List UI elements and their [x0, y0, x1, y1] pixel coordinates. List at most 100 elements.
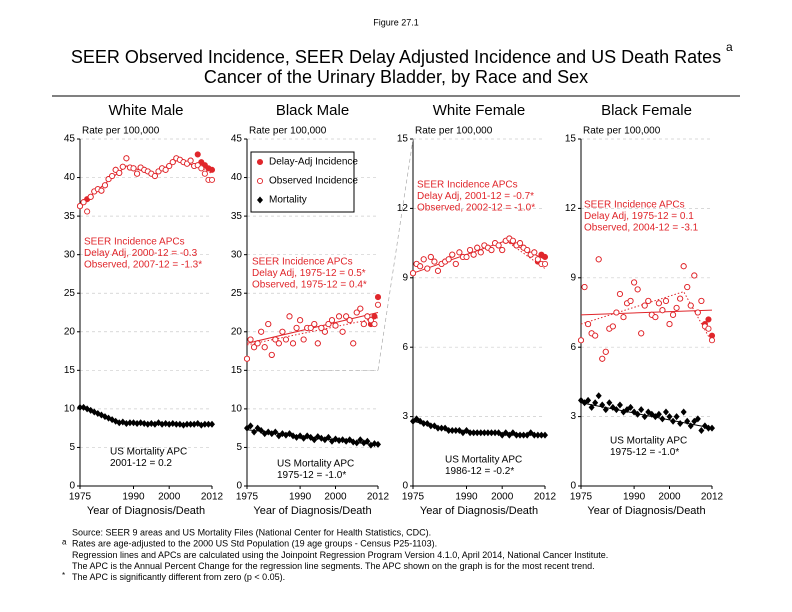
- data-point: [634, 410, 641, 418]
- incidence-apc-note: SEER Incidence APCs: [417, 180, 518, 191]
- data-point: [631, 279, 638, 286]
- data-point: [662, 408, 669, 416]
- y-tick-label: 25: [231, 288, 243, 299]
- data-point: [187, 157, 194, 164]
- data-point: [445, 426, 452, 434]
- data-point: [684, 284, 691, 291]
- data-point: [258, 328, 265, 335]
- data-point: [409, 270, 417, 277]
- data-point: [488, 429, 495, 437]
- y-tick-label: 30: [231, 249, 243, 260]
- data-point: [666, 413, 673, 421]
- x-tick-label: 1975: [402, 492, 425, 503]
- y-axis-label: Rate per 100,000: [415, 126, 493, 137]
- data-point: [87, 193, 94, 200]
- y-tick-label: 9: [570, 272, 576, 283]
- y-tick-label: 15: [231, 365, 243, 376]
- data-point: [534, 431, 541, 439]
- x-tick-label: 1990: [623, 492, 646, 503]
- y-tick-label: 5: [236, 442, 242, 453]
- data-point: [247, 422, 254, 430]
- data-point: [314, 340, 321, 347]
- data-point: [613, 406, 620, 414]
- data-point: [208, 176, 216, 183]
- data-point: [709, 424, 715, 432]
- incidence-apc-note: Observed, 2007-12 = -1.3*: [84, 260, 202, 271]
- data-point: [84, 208, 91, 215]
- y-tick-label: 15: [565, 134, 577, 145]
- data-point: [166, 162, 173, 170]
- y-tick-label: 6: [402, 342, 408, 353]
- data-point: [638, 330, 645, 337]
- data-point: [698, 297, 705, 304]
- legend-marker: [257, 196, 263, 204]
- data-point: [516, 240, 524, 247]
- incidence-apc-note: SEER Incidence APCs: [584, 200, 685, 211]
- data-point: [534, 256, 541, 263]
- footnote: The APC is significantly different from …: [72, 572, 285, 582]
- data-point: [595, 256, 602, 263]
- data-point: [687, 422, 694, 430]
- data-point: [449, 251, 456, 258]
- data-point: [542, 431, 548, 439]
- data-point: [328, 317, 336, 324]
- data-point: [592, 332, 599, 339]
- data-point: [116, 169, 123, 176]
- x-tick-label: 2000: [324, 492, 347, 503]
- x-axis-label: Year of Diagnosis/Death: [587, 505, 705, 517]
- data-point: [627, 403, 634, 411]
- data-point: [198, 165, 205, 172]
- data-point: [272, 428, 279, 436]
- data-point: [670, 417, 677, 425]
- data-point: [336, 313, 343, 320]
- data-point: [374, 294, 382, 301]
- x-tick-label: 1975: [570, 492, 593, 503]
- x-tick-label: 1990: [122, 492, 145, 503]
- data-point: [357, 305, 364, 312]
- data-point: [300, 336, 307, 343]
- data-point: [585, 396, 592, 404]
- data-point: [275, 340, 282, 347]
- mortality-apc-note: US Mortality APC: [445, 455, 522, 466]
- data-point: [481, 429, 488, 437]
- data-point: [76, 203, 84, 210]
- data-point: [318, 324, 325, 331]
- zoom-guide: [377, 138, 414, 371]
- y-axis-label: Rate per 100,000: [249, 126, 327, 137]
- y-tick-label: 20: [231, 326, 243, 337]
- data-point: [581, 284, 588, 291]
- mortality-apc-note: 2001-12 = 0.2: [110, 458, 172, 469]
- data-point: [524, 246, 531, 254]
- data-point: [655, 410, 662, 418]
- data-point: [520, 431, 527, 439]
- legend-label: Observed Incidence: [269, 176, 358, 187]
- data-point: [467, 246, 474, 254]
- data-point: [517, 431, 524, 439]
- data-point: [77, 403, 83, 411]
- data-point: [531, 249, 538, 256]
- data-point: [251, 428, 258, 436]
- data-point: [577, 337, 585, 344]
- data-point: [258, 426, 265, 434]
- data-point: [367, 317, 374, 324]
- data-point: [438, 424, 445, 432]
- x-tick-label: 2000: [658, 492, 681, 503]
- data-point: [705, 316, 712, 323]
- data-point: [364, 313, 371, 320]
- y-tick-label: 12: [565, 203, 577, 214]
- data-point: [677, 420, 684, 428]
- data-point: [705, 325, 712, 332]
- data-point: [208, 166, 216, 173]
- data-point: [98, 187, 105, 194]
- data-point: [126, 419, 133, 427]
- data-point: [641, 302, 648, 309]
- data-point: [677, 295, 684, 302]
- data-point: [456, 249, 463, 256]
- data-point: [463, 253, 470, 261]
- y-tick-label: 3: [402, 411, 408, 422]
- footnote-marker: *: [62, 571, 65, 580]
- data-point: [541, 253, 549, 261]
- data-point: [616, 401, 623, 409]
- y-axis-label: Rate per 100,000: [82, 126, 160, 137]
- data-point: [602, 348, 609, 355]
